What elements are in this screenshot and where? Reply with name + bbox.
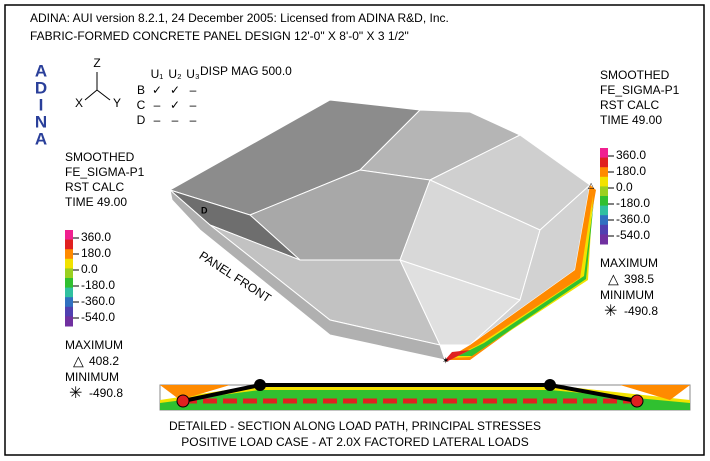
bc-column: U₁ — [151, 67, 164, 81]
colorbar-label: 360.0 — [81, 230, 111, 244]
bc-column: U₂ — [168, 67, 182, 81]
bc-cell: – — [154, 113, 161, 127]
colorbar-segment — [65, 316, 73, 327]
legend-line: TIME 49.00 — [65, 195, 127, 209]
section-strip — [159, 379, 691, 411]
colorbar-segment — [600, 234, 608, 245]
logo-letter: A — [35, 61, 47, 80]
colorbar-segment — [600, 205, 608, 216]
header-line: FABRIC-FORMED CONCRETE PANEL DESIGN 12'-… — [30, 29, 409, 43]
bc-cell: ✓ — [170, 98, 180, 112]
colorbar-label: 0.0 — [616, 180, 633, 194]
disp-label: DISP MAG 500.0 — [200, 64, 292, 78]
legend-line: FE_SIGMA-P1 — [600, 83, 680, 97]
colorbar-label: -540.0 — [616, 228, 650, 242]
colorbar-label: 180.0 — [616, 164, 646, 178]
marker: ✶ — [442, 355, 450, 365]
bc-cell: – — [154, 98, 161, 112]
colorbar-segment — [600, 157, 608, 168]
max-marker: △ — [608, 271, 619, 287]
min-value: -490.8 — [89, 386, 123, 400]
colorbar-segment — [600, 167, 608, 178]
colorbar-label: 360.0 — [616, 148, 646, 162]
max-marker: △ — [73, 353, 84, 369]
colorbar-label: 180.0 — [81, 246, 111, 260]
bc-cell: – — [190, 83, 197, 97]
max-value: 398.5 — [624, 272, 654, 286]
colorbar-label: 0.0 — [81, 262, 98, 276]
colorbar-segment — [600, 176, 608, 187]
legend-line: TIME 49.00 — [600, 113, 662, 127]
min-value: -490.8 — [624, 304, 658, 318]
legend-line: FE_SIGMA-P1 — [65, 165, 145, 179]
axis-label: X — [75, 96, 83, 110]
min-label: MINIMUM — [600, 288, 654, 302]
bc-row-label: C — [137, 98, 146, 112]
bc-cell: – — [190, 113, 197, 127]
colorbar-segment — [65, 306, 73, 317]
colorbar-segment — [600, 196, 608, 207]
triad — [84, 72, 111, 101]
colorbar-segment — [600, 215, 608, 226]
legend-line: SMOOTHED — [65, 150, 135, 164]
colorbar-label: -540.0 — [81, 310, 115, 324]
colorbar-segment — [600, 148, 608, 159]
legend-line: RST CALC — [65, 180, 124, 194]
axis-label: Y — [113, 96, 121, 110]
colorbar-segment — [65, 278, 73, 289]
axis-label: Z — [93, 56, 100, 70]
colorbar-label: -180.0 — [81, 278, 115, 292]
header-line: ADINA: AUI version 8.2.1, 24 December 20… — [30, 11, 449, 25]
colorbar-segment — [600, 186, 608, 197]
legend-line: SMOOTHED — [600, 68, 670, 82]
logo-letter: N — [35, 112, 47, 131]
min-label: MINIMUM — [65, 370, 119, 384]
surface — [168, 99, 596, 362]
colorbar-segment — [65, 297, 73, 308]
max-value: 408.2 — [89, 354, 119, 368]
bc-row-label: B — [137, 83, 145, 97]
colorbar-segment — [65, 230, 73, 241]
colorbar-segment — [65, 239, 73, 250]
colorbar-segment — [65, 287, 73, 298]
colorbar-segment — [600, 224, 608, 235]
colorbar-label: -360.0 — [616, 212, 650, 226]
bc-column: U₃ — [186, 67, 200, 81]
colorbar-segment — [65, 249, 73, 260]
logo-letter: I — [39, 95, 44, 114]
bc-cell: – — [172, 113, 179, 127]
node-label: D — [201, 205, 208, 215]
min-marker: ✳ — [69, 385, 82, 402]
bc-cell: ✓ — [152, 83, 162, 97]
min-marker: ✳ — [604, 303, 617, 320]
bc-cell: – — [190, 98, 197, 112]
max-label: MAXIMUM — [65, 338, 123, 352]
logo-letter: D — [35, 78, 47, 97]
caption-line: POSITIVE LOAD CASE - AT 2.0X FACTORED LA… — [181, 435, 528, 449]
colorbar-label: -360.0 — [81, 294, 115, 308]
caption-line: DETAILED - SECTION ALONG LOAD PATH, PRIN… — [169, 419, 541, 433]
colorbar-label: -180.0 — [616, 196, 650, 210]
legend-line: RST CALC — [600, 98, 659, 112]
colorbar-segment — [65, 258, 73, 269]
max-label: MAXIMUM — [600, 256, 658, 270]
colorbar-segment — [65, 268, 73, 279]
bc-cell: ✓ — [170, 83, 180, 97]
marker: △ — [588, 181, 595, 190]
bc-row-label: D — [137, 113, 146, 127]
logo-letter: A — [35, 129, 47, 148]
